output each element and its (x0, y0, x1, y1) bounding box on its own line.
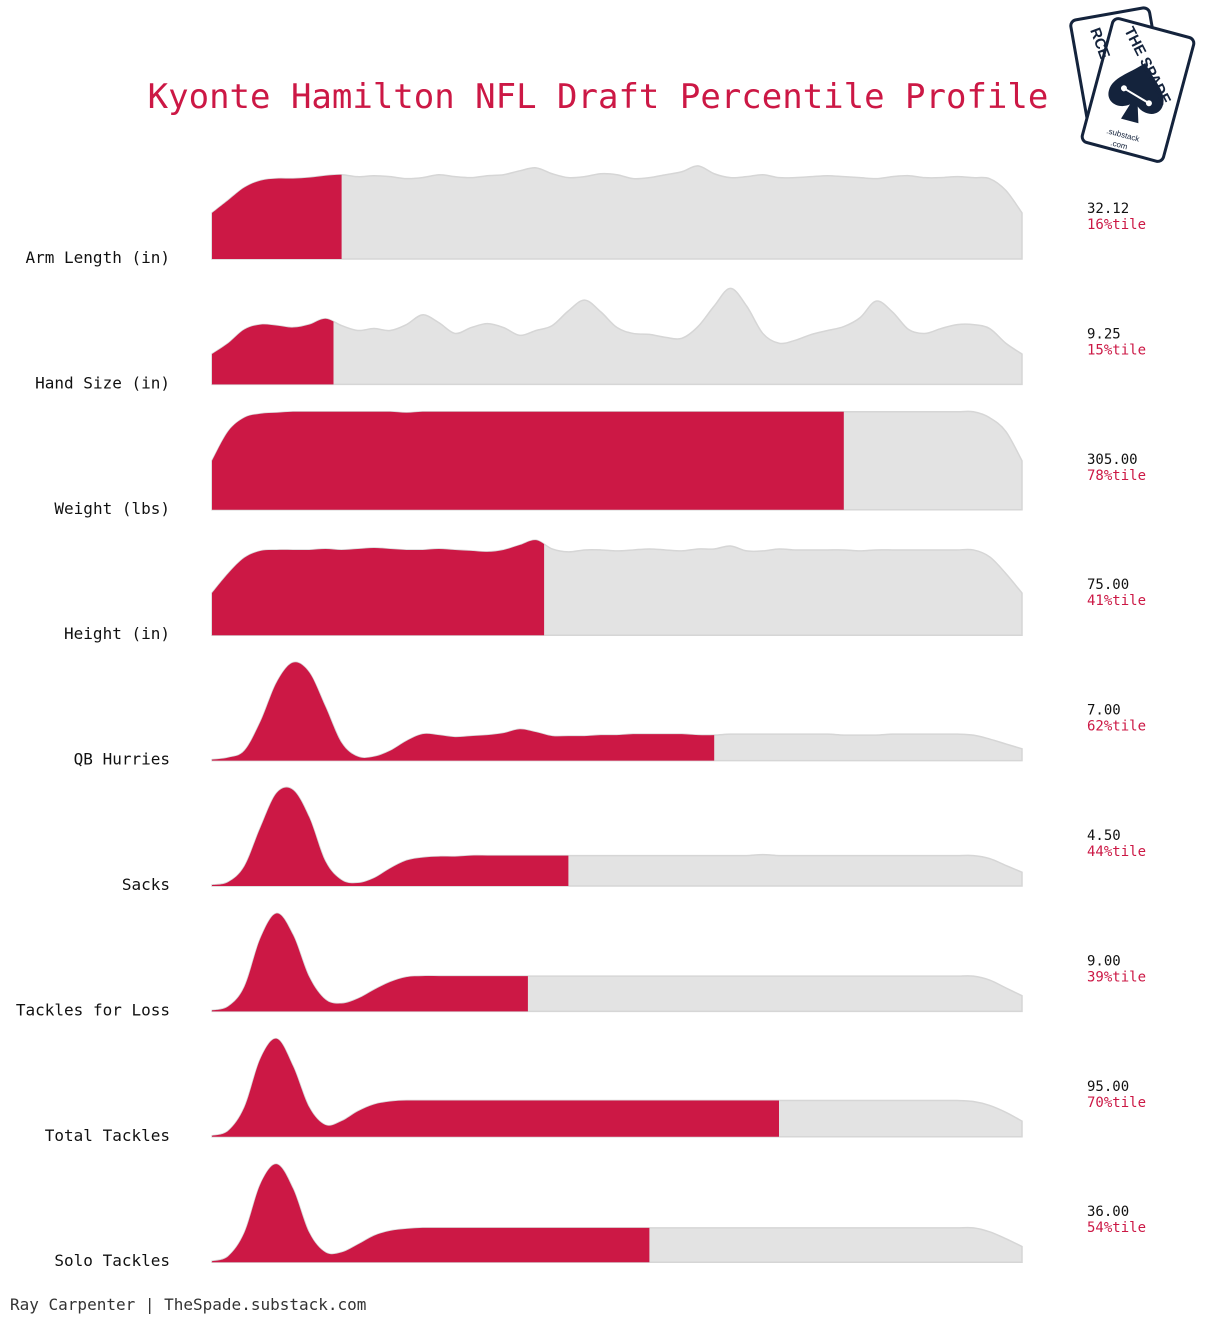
row-label: Solo Tackles (54, 1251, 170, 1270)
row-value: 305.00 (1087, 452, 1138, 468)
row-percentile: 78%tile (1087, 468, 1146, 484)
row-percentile: 39%tile (1087, 969, 1146, 985)
row-percentile: 44%tile (1087, 844, 1146, 860)
row-value: 95.00 (1087, 1079, 1129, 1095)
row-label: Sacks (122, 875, 170, 894)
row-label: Hand Size (in) (35, 373, 170, 392)
row-percentile: 62%tile (1087, 719, 1146, 735)
row-percentile: 15%tile (1087, 342, 1146, 358)
footer-credit: Ray Carpenter | TheSpade.substack.com (10, 1295, 366, 1314)
row-label: Tackles for Loss (16, 1000, 170, 1019)
row-percentile: 70%tile (1087, 1095, 1146, 1111)
density-highlight (212, 174, 342, 259)
row-percentile: 16%tile (1087, 217, 1146, 233)
density-highlight (212, 1164, 650, 1263)
row-label: Arm Length (in) (26, 248, 171, 267)
density-highlight (212, 787, 569, 886)
row-value: 9.25 (1087, 326, 1121, 342)
row-value: 36.00 (1087, 1204, 1129, 1220)
logo-front-card (1080, 17, 1196, 163)
row-label: Total Tackles (45, 1126, 170, 1145)
density-highlight (212, 540, 545, 636)
row-value: 32.12 (1087, 201, 1129, 217)
logo-com: .com (1109, 138, 1128, 151)
density-background (211, 287, 1023, 386)
chart-title: Kyonte Hamilton NFL Draft Percentile Pro… (148, 77, 1049, 117)
row-label: Weight (lbs) (54, 499, 170, 518)
density-highlight (212, 318, 334, 385)
row-percentile: 54%tile (1087, 1220, 1146, 1236)
row-label: QB Hurries (74, 750, 170, 769)
density-background (211, 912, 1023, 1013)
the-spade-logo: RCE THE SPADE .substack .com (1069, 6, 1196, 163)
density-highlight (212, 1038, 779, 1137)
density-background (211, 165, 1023, 260)
density-highlight (212, 662, 715, 761)
row-label: Height (in) (64, 624, 170, 643)
density-background (211, 786, 1023, 887)
density-highlight (212, 913, 528, 1012)
row-percentile: 41%tile (1087, 593, 1146, 609)
row-value: 7.00 (1087, 703, 1121, 719)
density-highlight (212, 411, 844, 510)
row-value: 75.00 (1087, 577, 1129, 593)
spade-icon (1108, 62, 1164, 124)
row-value: 4.50 (1087, 828, 1121, 844)
row-value: 9.00 (1087, 953, 1121, 969)
